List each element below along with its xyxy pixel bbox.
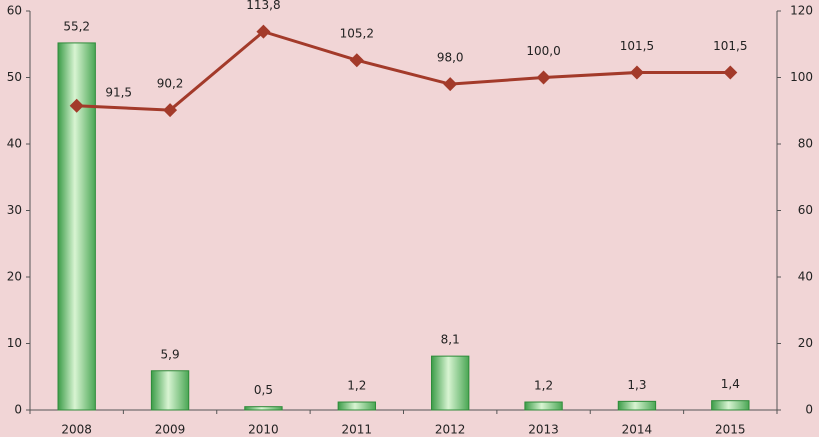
bar-value-label: 55,2	[63, 19, 90, 33]
bar	[524, 401, 563, 411]
y-tick-label: 40	[7, 137, 22, 151]
line-value-label: 91,5	[105, 85, 132, 99]
bar	[57, 42, 96, 411]
y2-tick-label: 80	[798, 137, 813, 151]
line-marker	[69, 98, 84, 113]
y2-tick-label: 20	[798, 336, 813, 350]
y2-tick-label: 120	[790, 4, 813, 18]
y-tick-label: 10	[7, 336, 22, 350]
x-tick-label: 2012	[435, 423, 466, 437]
bar	[711, 400, 750, 411]
x-tick-label: 2013	[528, 423, 559, 437]
line-marker	[443, 77, 458, 92]
line-marker	[349, 53, 364, 68]
x-tick-label: 2010	[248, 423, 279, 437]
bar	[150, 370, 190, 411]
line-marker	[163, 103, 178, 118]
line-marker	[723, 65, 738, 80]
x-tick-label: 2008	[61, 423, 92, 437]
y-tick-label: 0	[14, 403, 22, 417]
line-value-label: 98,0	[437, 51, 464, 65]
bar	[244, 406, 283, 411]
bar	[337, 401, 376, 411]
x-tick-label: 2015	[715, 423, 746, 437]
line-marker	[536, 70, 551, 85]
y-tick-label: 60	[7, 4, 22, 18]
bar-value-label: 1,2	[534, 379, 553, 393]
bar-value-label: 1,4	[721, 377, 740, 391]
y-tick-label: 50	[7, 70, 22, 84]
bar	[617, 400, 657, 411]
bar-value-label: 1,3	[627, 378, 646, 392]
line-value-label: 113,8	[246, 0, 280, 12]
line-value-label: 100,0	[526, 44, 560, 58]
y-tick-label: 30	[7, 203, 22, 217]
bar	[431, 355, 470, 411]
line-value-label: 101,5	[713, 39, 747, 53]
line-value-label: 105,2	[340, 27, 374, 41]
bar-value-label: 5,9	[161, 347, 180, 361]
line-marker	[256, 24, 271, 39]
line-marker	[629, 65, 644, 80]
x-tick-label: 2014	[622, 423, 653, 437]
y2-tick-label: 100	[790, 70, 813, 84]
y2-tick-label: 0	[805, 403, 813, 417]
x-tick-label: 2011	[342, 423, 373, 437]
line	[76, 29, 731, 112]
line-value-label: 101,5	[620, 39, 654, 53]
y2-tick-label: 60	[798, 203, 813, 217]
bar-value-label: 0,5	[254, 383, 273, 397]
bar-value-label: 8,1	[441, 333, 460, 347]
bar-value-label: 1,2	[347, 379, 366, 393]
x-tick-label: 2009	[155, 423, 186, 437]
y-tick-label: 20	[7, 270, 22, 284]
line-value-label: 90,2	[157, 77, 184, 91]
y2-tick-label: 40	[798, 270, 813, 284]
